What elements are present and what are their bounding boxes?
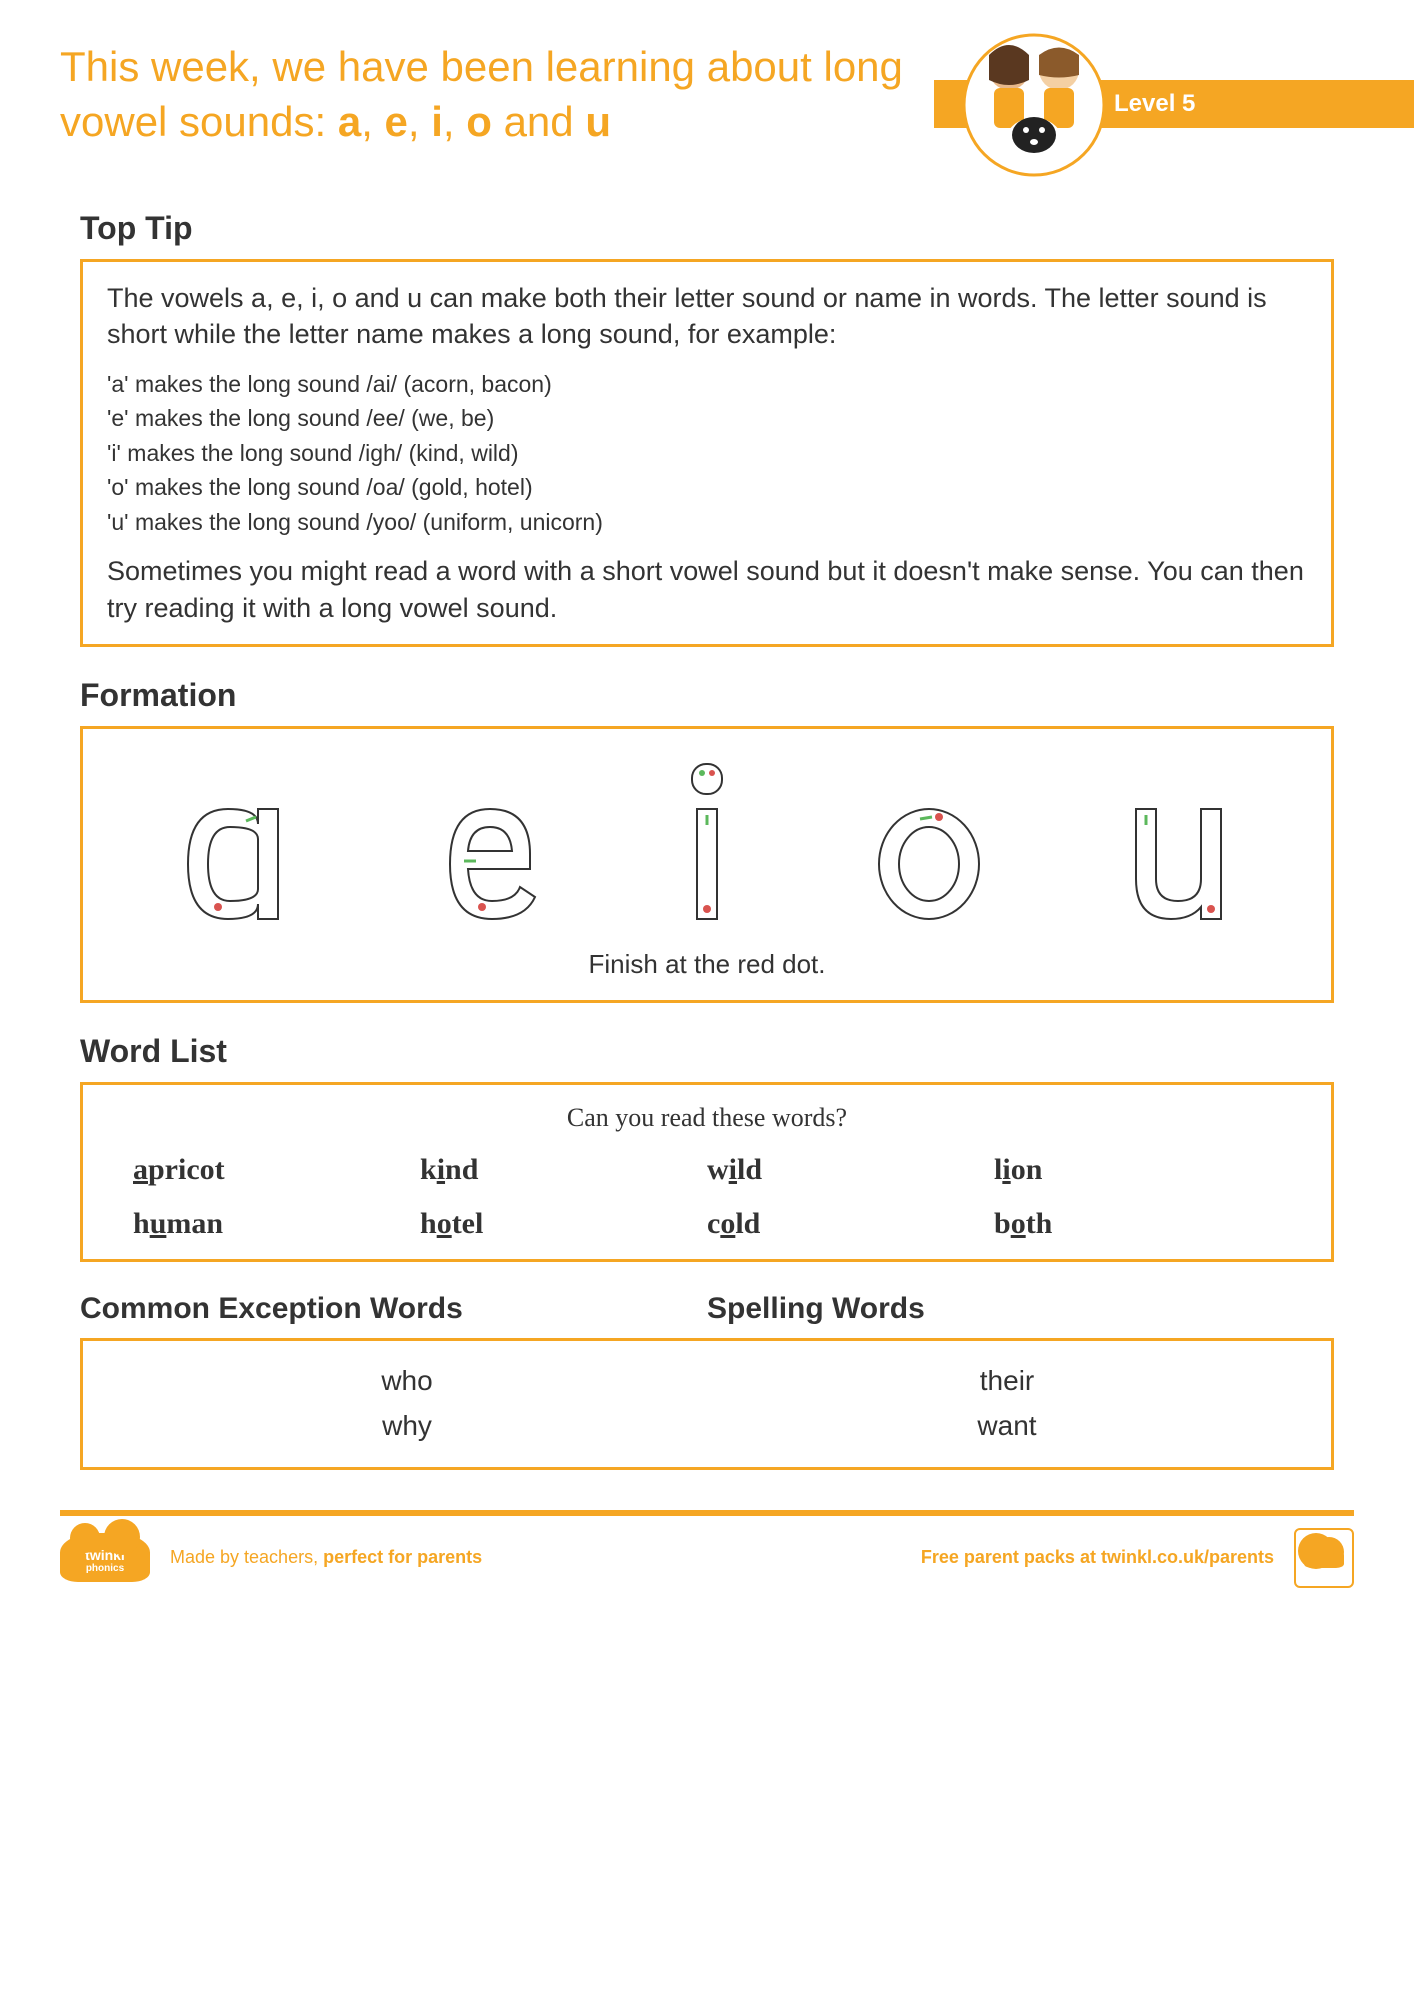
spelling-col: their want bbox=[707, 1359, 1307, 1449]
top-tip-box: The vowels a, e, i, o and u can make bot… bbox=[80, 259, 1334, 647]
vowel-a: a bbox=[338, 98, 361, 145]
exception-word: who bbox=[107, 1359, 707, 1404]
formation-box: Finish at the red dot. bbox=[80, 726, 1334, 1003]
word-list-prompt: Can you read these words? bbox=[113, 1103, 1301, 1133]
letter-u-outline bbox=[1116, 789, 1246, 929]
spelling-word: their bbox=[707, 1359, 1307, 1404]
badge-logo: twinkl bbox=[1304, 1547, 1344, 1568]
logo-text: twinkl bbox=[72, 1547, 138, 1563]
vowel-u: u bbox=[585, 98, 611, 145]
content: Top Tip The vowels a, e, i, o and u can … bbox=[60, 210, 1354, 1470]
word-item: lion bbox=[994, 1153, 1281, 1187]
footer-tagline: Made by teachers, perfect for parents bbox=[170, 1547, 482, 1568]
word-item: cold bbox=[707, 1207, 994, 1241]
spelling-word: want bbox=[707, 1404, 1307, 1449]
exception-word: why bbox=[107, 1404, 707, 1449]
word-list-heading: Word List bbox=[80, 1033, 1334, 1070]
tip-example: 'e' makes the long sound /ee/ (we, be) bbox=[107, 401, 1307, 436]
tip-example: 'o' makes the long sound /oa/ (gold, hot… bbox=[107, 470, 1307, 505]
word-item: wild bbox=[707, 1153, 994, 1187]
word-item: hotel bbox=[420, 1207, 707, 1241]
header-right: Level 5 bbox=[934, 40, 1354, 180]
vowel-i: i bbox=[431, 98, 443, 145]
vowel-o: o bbox=[466, 98, 492, 145]
top-tip-examples: 'a' makes the long sound /ai/ (acorn, ba… bbox=[107, 367, 1307, 540]
word-item: apricot bbox=[133, 1153, 420, 1187]
exception-heading: Common Exception Words bbox=[80, 1292, 707, 1326]
logo-subtext: phonics bbox=[72, 1563, 138, 1574]
word-item: both bbox=[994, 1207, 1281, 1241]
tip-example: 'i' makes the long sound /igh/ (kind, wi… bbox=[107, 436, 1307, 471]
exception-col: who why bbox=[107, 1359, 707, 1449]
word-list-box: Can you read these words? apricot kind w… bbox=[80, 1082, 1334, 1262]
formation-heading: Formation bbox=[80, 677, 1334, 714]
bottom-headings: Common Exception Words Spelling Words bbox=[80, 1292, 1334, 1338]
twinkl-logo-icon: twinkl phonics bbox=[60, 1533, 150, 1582]
word-grid: apricot kind wild lion human hotel cold … bbox=[113, 1153, 1301, 1241]
vowel-e: e bbox=[385, 98, 408, 145]
footer-left: twinkl phonics Made by teachers, perfect… bbox=[60, 1533, 482, 1582]
letter-e-outline bbox=[420, 789, 550, 929]
formation-letters bbox=[107, 759, 1307, 929]
letter-a-outline bbox=[168, 789, 298, 929]
top-tip-heading: Top Tip bbox=[80, 210, 1334, 247]
footer-right: Free parent packs at twinkl.co.uk/parent… bbox=[921, 1528, 1354, 1588]
header: This week, we have been learning about l… bbox=[60, 40, 1354, 180]
top-tip-intro: The vowels a, e, i, o and u can make bot… bbox=[107, 280, 1307, 353]
tip-example: 'u' makes the long sound /yoo/ (uniform,… bbox=[107, 505, 1307, 540]
page-title: This week, we have been learning about l… bbox=[60, 40, 934, 149]
letter-o-outline bbox=[864, 789, 994, 929]
top-tip-outro: Sometimes you might read a word with a s… bbox=[107, 553, 1307, 626]
word-item: kind bbox=[420, 1153, 707, 1187]
footer-link-text: Free parent packs at twinkl.co.uk/parent… bbox=[921, 1547, 1274, 1568]
tip-example: 'a' makes the long sound /ai/ (acorn, ba… bbox=[107, 367, 1307, 402]
letter-i-outline bbox=[672, 759, 742, 929]
bottom-box: who why their want bbox=[80, 1338, 1334, 1470]
mascot-icon bbox=[954, 30, 1114, 180]
quality-badge-icon: twinkl bbox=[1294, 1528, 1354, 1588]
formation-caption: Finish at the red dot. bbox=[107, 949, 1307, 980]
footer: twinkl phonics Made by teachers, perfect… bbox=[60, 1510, 1354, 1588]
word-item: human bbox=[133, 1207, 420, 1241]
spelling-heading: Spelling Words bbox=[707, 1292, 1334, 1326]
